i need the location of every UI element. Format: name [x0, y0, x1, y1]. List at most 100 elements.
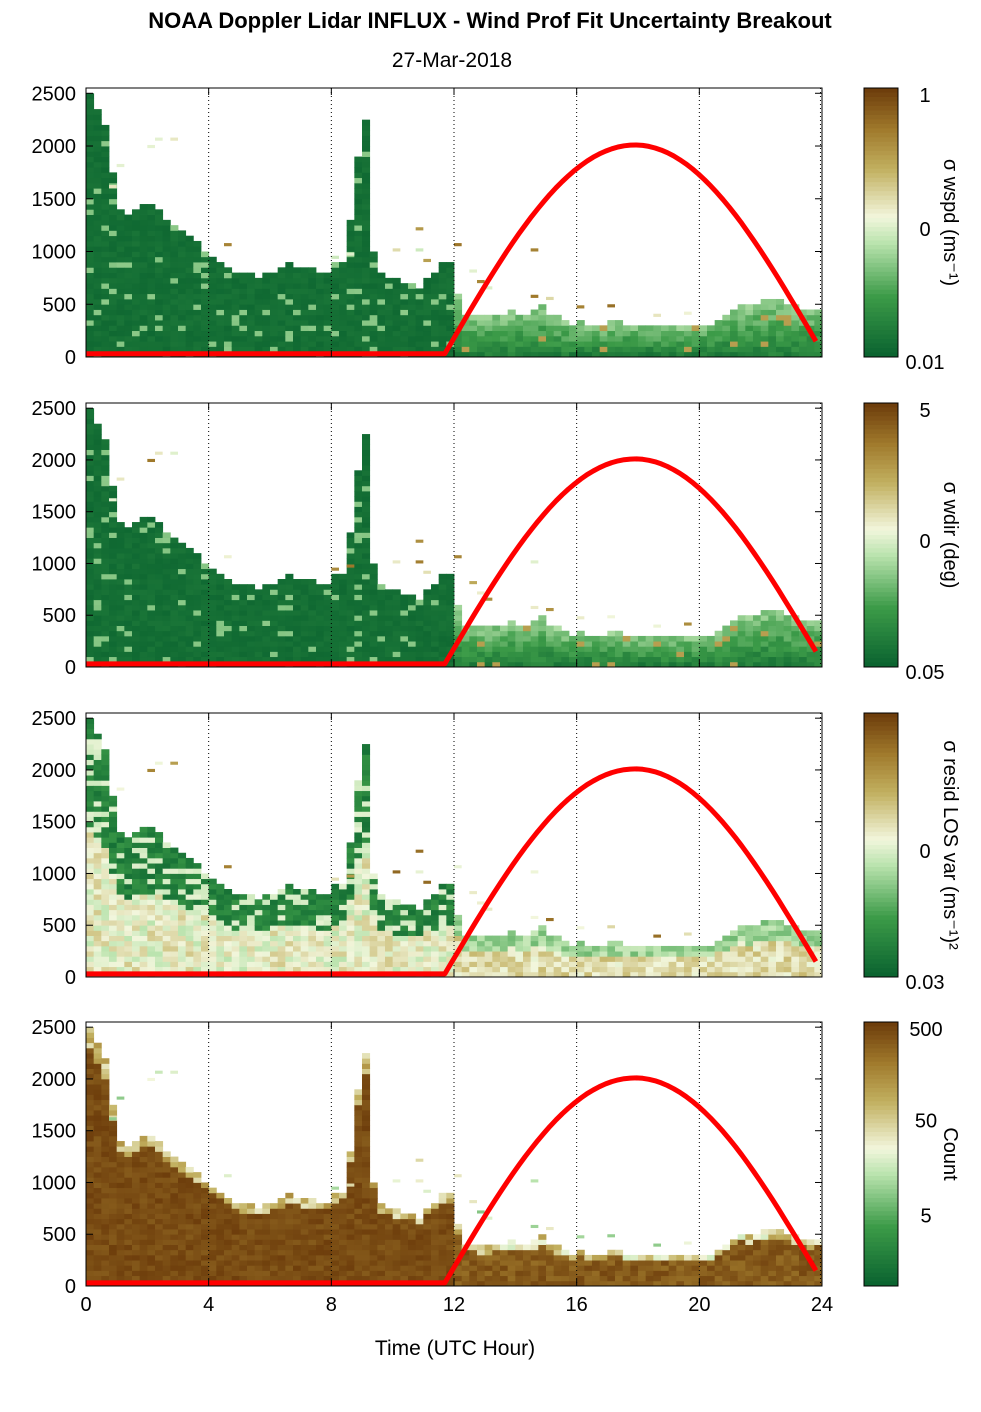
heatmap-cell: [86, 298, 95, 305]
heatmap-cell: [446, 277, 455, 284]
heatmap-cell: [116, 1156, 125, 1163]
heatmap-cell: [155, 945, 164, 952]
heatmap-cell: [346, 293, 355, 300]
heatmap-cell: [515, 656, 524, 663]
heatmap-cell: [109, 1177, 118, 1183]
heatmap-cell: [109, 904, 118, 911]
heatmap-cell: [109, 1254, 118, 1261]
heatmap-cell: [331, 584, 340, 590]
heatmap-cell: [362, 961, 371, 968]
colorbar-segment: [864, 552, 898, 558]
heatmap-cell: [262, 589, 271, 595]
heatmap-cell: [438, 335, 447, 342]
y-tick-label: 1500: [32, 812, 77, 834]
heatmap-cell: [768, 330, 777, 337]
heatmap-cell: [254, 288, 263, 295]
heatmap-cell: [193, 904, 202, 911]
heatmap-cell: [270, 335, 279, 342]
heatmap-cell: [139, 935, 148, 942]
heatmap-cell: [124, 579, 133, 585]
heatmap-cell: [132, 904, 141, 911]
heatmap-cell: [776, 625, 785, 632]
heatmap-cell: [783, 341, 792, 347]
heatmap-cell: [155, 930, 164, 936]
heatmap-cell: [346, 594, 355, 601]
heatmap-cell: [369, 883, 378, 890]
heatmap-cell: [377, 925, 386, 931]
heatmap-cell: [561, 635, 570, 642]
heatmap-cell: [369, 920, 378, 926]
heatmap-cell: [760, 635, 769, 642]
colorbar-segment: [864, 464, 898, 470]
heatmap-cell: [799, 620, 808, 626]
heatmap-cell: [684, 635, 693, 642]
heatmap-cell: [277, 599, 286, 606]
colorbar-segment: [864, 893, 898, 899]
heatmap-cell: [101, 1192, 110, 1199]
heatmap-cell: [132, 1213, 141, 1220]
heatmap-cell: [109, 604, 118, 611]
heatmap-cell: [193, 599, 202, 606]
heatmap-cell: [101, 1244, 110, 1251]
heatmap-cell: [699, 656, 708, 663]
heatmap-cell: [492, 330, 501, 337]
heatmap-cell: [231, 283, 240, 289]
heatmap-cell: [446, 335, 455, 342]
heatmap-cell: [354, 182, 363, 189]
heatmap-cell: [262, 304, 271, 310]
heatmap-cell: [162, 852, 171, 859]
heatmap-cell: [615, 956, 624, 962]
heatmap-cell: [93, 935, 102, 942]
heatmap-cell: [638, 635, 647, 642]
heatmap-cell: [216, 288, 225, 295]
heatmap-cell: [354, 537, 363, 544]
heatmap-cell: [155, 219, 164, 226]
heatmap-cell: [139, 335, 148, 342]
heatmap-cell: [484, 966, 493, 973]
heatmap-cell: [699, 351, 708, 358]
heatmap-cell: [93, 119, 102, 126]
heatmap-cell: [354, 630, 363, 637]
heatmap-cell: [507, 325, 516, 332]
heatmap-cell: [147, 144, 155, 149]
heatmap-cell: [132, 630, 141, 637]
heatmap-cell: [262, 309, 271, 316]
heatmap-cell: [239, 966, 248, 973]
heatmap-cell: [339, 956, 348, 962]
heatmap-cell: [814, 656, 823, 663]
heatmap-cell: [178, 298, 187, 305]
heatmap-cell: [86, 1047, 95, 1054]
heatmap-cell: [247, 346, 256, 353]
heatmap-cell: [109, 314, 118, 321]
heatmap-cell: [783, 930, 792, 936]
heatmap-cell: [369, 630, 378, 637]
heatmap-cell: [584, 351, 593, 358]
heatmap-cell: [354, 573, 363, 580]
heatmap-cell: [354, 641, 363, 647]
heatmap-cell: [454, 309, 463, 316]
heatmap-cell: [346, 635, 355, 642]
heatmap-cell: [369, 940, 378, 947]
heatmap-cell: [86, 1156, 95, 1163]
heatmap-cell: [699, 956, 708, 962]
heatmap-cell: [162, 847, 171, 854]
heatmap-cell: [676, 945, 685, 952]
heatmap-cell: [354, 873, 363, 880]
heatmap-cells: [86, 93, 823, 358]
heatmap-cell: [208, 940, 217, 947]
heatmap-cell: [139, 288, 148, 295]
heatmap-cell: [362, 847, 371, 854]
heatmap-cell: [285, 966, 294, 973]
heatmap-cell: [737, 630, 746, 637]
heatmap-cell: [208, 610, 217, 616]
heatmap-cell: [768, 351, 777, 358]
heatmap-cell: [124, 568, 133, 575]
heatmap-cell: [109, 563, 118, 570]
heatmap-cell: [323, 330, 332, 337]
heatmap-cell: [193, 283, 202, 289]
heatmap-cell: [362, 966, 371, 973]
heatmap-cell: [86, 920, 95, 926]
heatmap-cell: [231, 956, 240, 962]
heatmap-cell: [316, 594, 325, 601]
